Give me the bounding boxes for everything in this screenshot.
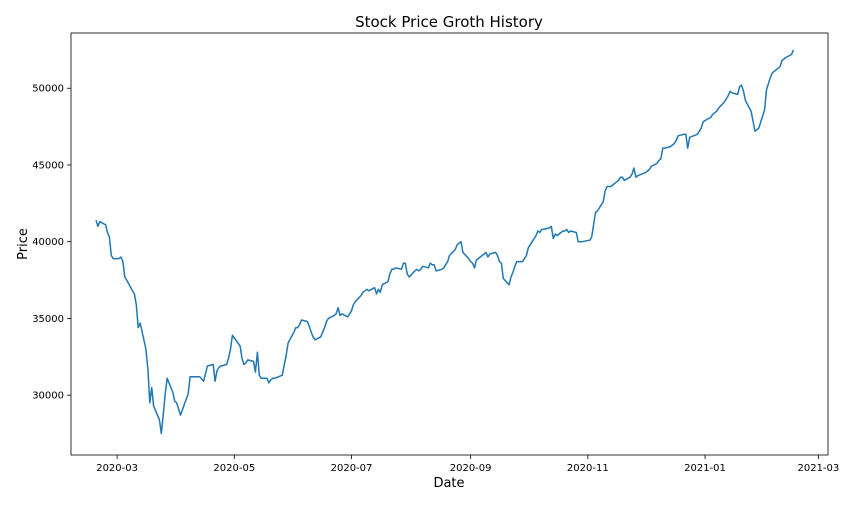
y-tick-label: 45000 [32, 160, 64, 171]
y-axis-label: Price [16, 228, 31, 260]
x-tick-label: 2021-03 [797, 463, 839, 474]
y-tick-label: 35000 [32, 314, 64, 325]
x-tick-label: 2021-01 [684, 463, 726, 474]
y-tick-label: 40000 [32, 237, 64, 248]
y-tick-label: 30000 [32, 391, 64, 402]
x-tick-label: 2020-11 [567, 463, 609, 474]
x-axis-label: Date [433, 476, 464, 491]
price-series-line [95, 49, 795, 435]
x-tick-label: 2020-09 [450, 463, 492, 474]
x-tick-label: 2020-03 [96, 463, 138, 474]
plot-area [70, 32, 829, 456]
x-tick-label: 2020-05 [213, 463, 255, 474]
chart-title: Stock Price Groth History [355, 13, 543, 31]
y-tick-label: 50000 [32, 84, 64, 95]
y-axis: 30000 35000 40000 45000 50000 [32, 84, 71, 402]
x-tick-label: 2020-07 [331, 463, 373, 474]
x-axis: 2020-03 2020-05 2020-07 2020-09 2020-11 2021-… [96, 455, 839, 474]
